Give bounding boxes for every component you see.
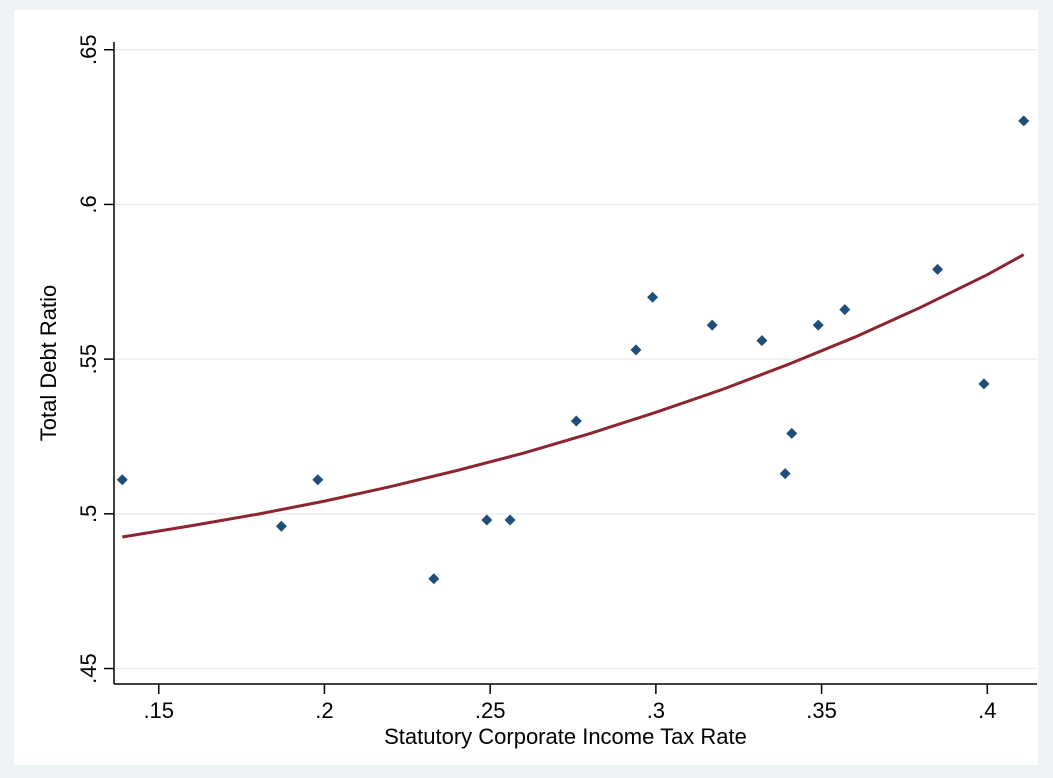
fitted-curve	[122, 253, 1025, 539]
x-tick-label: .3	[647, 698, 665, 723]
data-point	[1018, 115, 1030, 127]
data-point	[570, 415, 582, 427]
data-point	[812, 319, 824, 331]
y-tick-label: .55	[76, 344, 101, 375]
y-tick-label: .5	[76, 505, 101, 523]
data-point	[504, 514, 516, 526]
data-point	[116, 474, 128, 486]
data-point	[630, 344, 642, 356]
data-point	[932, 263, 944, 275]
x-tick-label: .2	[315, 698, 333, 723]
data-point	[779, 468, 791, 480]
data-point	[275, 520, 287, 532]
x-tick-label: .35	[806, 698, 837, 723]
data-point	[481, 514, 493, 526]
y-tick-label: .6	[76, 195, 101, 213]
x-tick-label: .4	[978, 698, 996, 723]
data-point	[706, 319, 718, 331]
data-point	[428, 573, 440, 585]
y-tick-label: .45	[76, 653, 101, 684]
plot-panel	[14, 10, 1038, 765]
y-tick-label: .65	[76, 34, 101, 65]
data-point	[978, 378, 990, 390]
x-tick-label: .15	[143, 698, 174, 723]
data-point	[647, 291, 659, 303]
data-point	[839, 304, 851, 316]
y-axis-title: Total Debt Ratio	[36, 285, 61, 442]
x-axis-title: Statutory Corporate Income Tax Rate	[384, 724, 747, 749]
data-point	[756, 335, 768, 347]
data-point	[312, 474, 324, 486]
data-point	[786, 427, 798, 439]
x-tick-label: .25	[475, 698, 506, 723]
